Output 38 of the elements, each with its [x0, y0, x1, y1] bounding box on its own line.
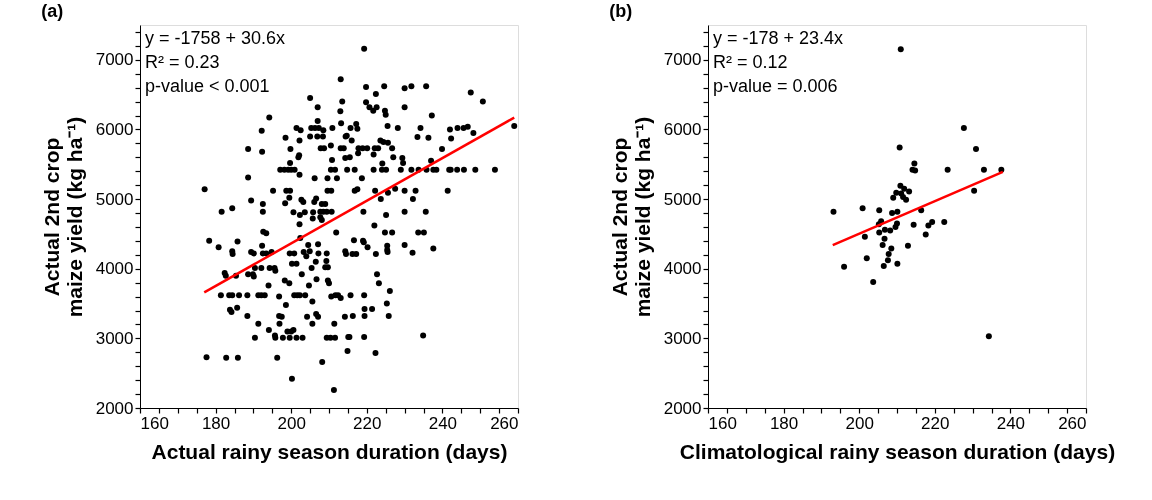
x-tick-label: 260	[1058, 413, 1087, 433]
y-tick-label: 4000	[663, 259, 702, 279]
x-tick-label: 260	[490, 413, 519, 433]
y-tick-label: 6000	[663, 119, 702, 139]
annotation: y = -1758 + 30.6x	[145, 28, 286, 48]
y-tick-label: 3000	[663, 328, 702, 348]
x-tick-label: 200	[277, 413, 306, 433]
y-tick-label: 5000	[663, 189, 702, 209]
text: Actual 2nd crop	[39, 137, 63, 297]
x-axis-title: Climatological rainy season duration (days)	[679, 439, 1116, 463]
x-axis-title: Actual rainy season duration (days)	[151, 439, 508, 463]
x-tick-label: 160	[708, 413, 737, 433]
x-tick-label: 180	[769, 413, 799, 433]
chart-title: (b)	[609, 1, 633, 21]
text: maize yield (kg ha⁻¹)	[630, 116, 654, 318]
x-tick-label: 160	[140, 413, 169, 433]
y-tick-label: 3000	[95, 328, 134, 348]
x-tick-label: 220	[921, 413, 950, 433]
text: Actual 2nd crop	[607, 137, 631, 297]
annotation: y = -178 + 23.4x	[713, 28, 844, 48]
x-tick-label: 180	[201, 413, 231, 433]
y-tick-label: 6000	[95, 119, 134, 139]
annotation: p-value = 0.006	[713, 76, 838, 96]
annotation: R² = 0.23	[145, 52, 220, 72]
y-tick-label: 4000	[95, 259, 134, 279]
y-tick-label: 2000	[663, 398, 702, 418]
x-tick-label: 220	[353, 413, 382, 433]
chart-title: (a)	[41, 1, 64, 21]
y-tick-label: 7000	[95, 50, 134, 70]
annotation: p-value < 0.001	[145, 76, 270, 96]
x-tick-label: 240	[428, 413, 458, 433]
x-tick-label: 240	[996, 413, 1026, 433]
y-tick-label: 2000	[95, 398, 134, 418]
y-tick-label: 5000	[95, 189, 134, 209]
annotation: R² = 0.12	[713, 52, 788, 72]
x-tick-label: 200	[845, 413, 874, 433]
text: maize yield (kg ha⁻¹)	[62, 116, 86, 318]
y-tick-label: 7000	[663, 50, 702, 70]
